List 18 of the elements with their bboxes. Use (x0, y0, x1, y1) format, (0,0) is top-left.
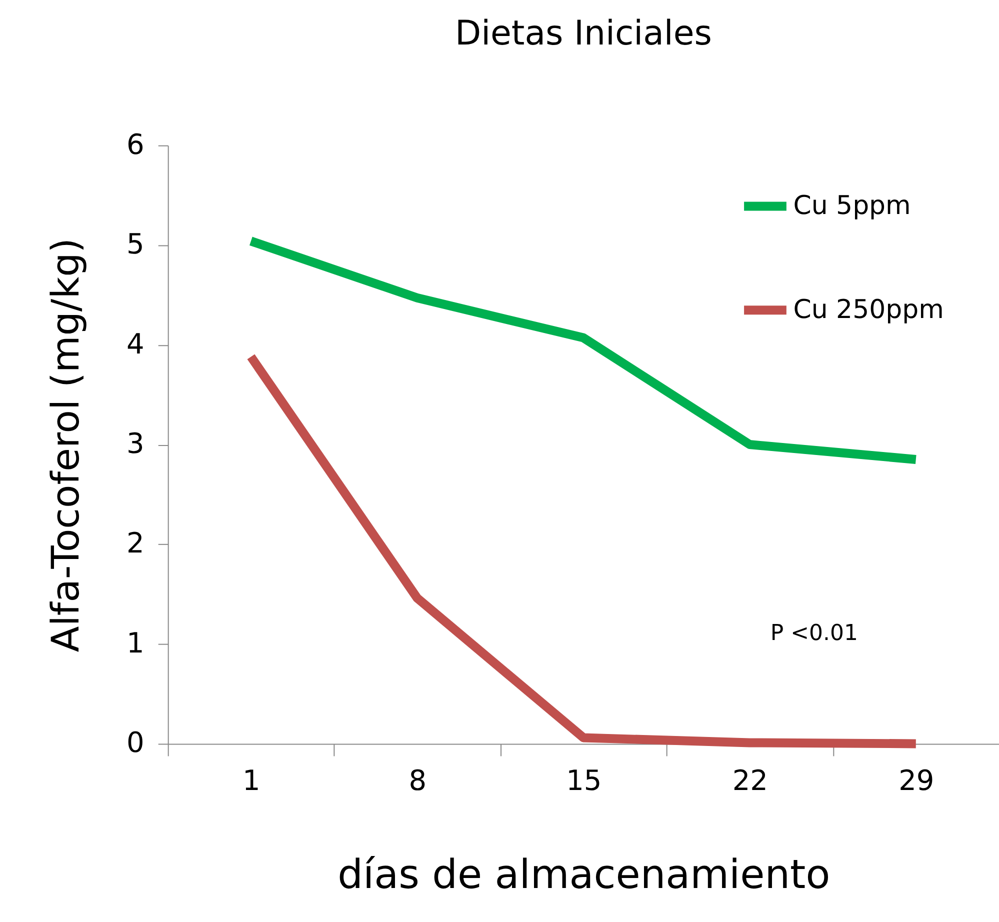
annotation: P <0.01 (770, 620, 858, 646)
y-tick-label: 3 (126, 427, 144, 460)
y-tick-label: 1 (126, 626, 144, 660)
legend-label: Cu 250ppm (793, 295, 944, 326)
y-tick-label: 0 (126, 726, 144, 760)
chart-title: Dietas Iniciales (454, 13, 712, 54)
x-tick-label: 8 (408, 764, 427, 798)
x-tick-label: 29 (898, 764, 934, 798)
x-tick-label: 1 (242, 764, 260, 798)
y-tick-label: 2 (126, 526, 144, 560)
legend-label: Cu 5ppm (793, 191, 911, 222)
y-tick-label: 4 (126, 327, 144, 360)
x-axis-title: días de almacenamiento (338, 852, 830, 898)
y-tick-label: 6 (126, 128, 144, 161)
x-tick-label: 15 (566, 764, 602, 798)
y-axis-title: Alfa-Tocoferol (mg/kg) (44, 238, 88, 652)
y-tick-label: 5 (126, 228, 144, 261)
x-tick-label: 22 (732, 764, 768, 798)
